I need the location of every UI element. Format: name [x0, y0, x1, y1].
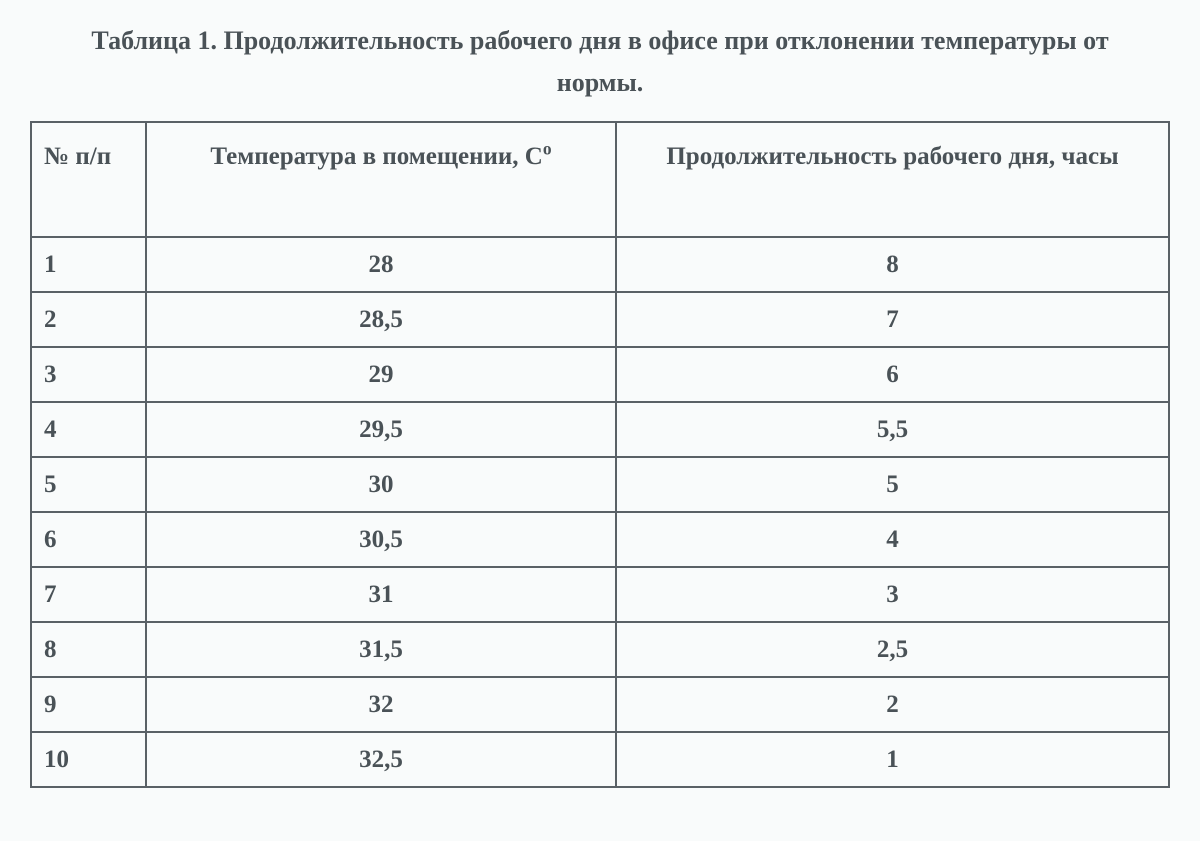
cell-temperature: 31 [146, 567, 616, 622]
cell-index: 8 [31, 622, 146, 677]
cell-hours: 8 [616, 237, 1169, 292]
table-header-row: № п/п Температура в помещении, Со Продол… [31, 122, 1169, 237]
cell-temperature: 28,5 [146, 292, 616, 347]
cell-hours: 7 [616, 292, 1169, 347]
table-row: 7313 [31, 567, 1169, 622]
cell-hours: 5 [616, 457, 1169, 512]
cell-hours: 2,5 [616, 622, 1169, 677]
cell-index: 7 [31, 567, 146, 622]
cell-index: 2 [31, 292, 146, 347]
table-title: Таблица 1. Продолжительность рабочего дн… [30, 20, 1170, 103]
cell-index: 9 [31, 677, 146, 732]
table-row: 1288 [31, 237, 1169, 292]
table-row: 1032,51 [31, 732, 1169, 787]
header-temperature-sup: о [543, 139, 552, 159]
table-row: 9322 [31, 677, 1169, 732]
cell-index: 1 [31, 237, 146, 292]
cell-index: 3 [31, 347, 146, 402]
cell-hours: 1 [616, 732, 1169, 787]
cell-index: 5 [31, 457, 146, 512]
cell-temperature: 31,5 [146, 622, 616, 677]
table-body: 1288228,573296429,55,55305630,547313831,… [31, 237, 1169, 787]
table-row: 3296 [31, 347, 1169, 402]
cell-index: 10 [31, 732, 146, 787]
cell-index: 6 [31, 512, 146, 567]
header-hours: Продолжительность рабочего дня, часы [616, 122, 1169, 237]
cell-index: 4 [31, 402, 146, 457]
cell-hours: 4 [616, 512, 1169, 567]
table-row: 5305 [31, 457, 1169, 512]
table-row: 228,57 [31, 292, 1169, 347]
header-temperature-text: Температура в помещении, С [210, 143, 542, 170]
cell-temperature: 30 [146, 457, 616, 512]
cell-hours: 5,5 [616, 402, 1169, 457]
cell-temperature: 28 [146, 237, 616, 292]
cell-temperature: 32 [146, 677, 616, 732]
table-row: 429,55,5 [31, 402, 1169, 457]
header-index: № п/п [31, 122, 146, 237]
header-temperature: Температура в помещении, Со [146, 122, 616, 237]
table-row: 831,52,5 [31, 622, 1169, 677]
cell-temperature: 32,5 [146, 732, 616, 787]
cell-hours: 2 [616, 677, 1169, 732]
table-row: 630,54 [31, 512, 1169, 567]
cell-hours: 6 [616, 347, 1169, 402]
cell-hours: 3 [616, 567, 1169, 622]
cell-temperature: 30,5 [146, 512, 616, 567]
cell-temperature: 29,5 [146, 402, 616, 457]
workday-duration-table: № п/п Температура в помещении, Со Продол… [30, 121, 1170, 788]
cell-temperature: 29 [146, 347, 616, 402]
